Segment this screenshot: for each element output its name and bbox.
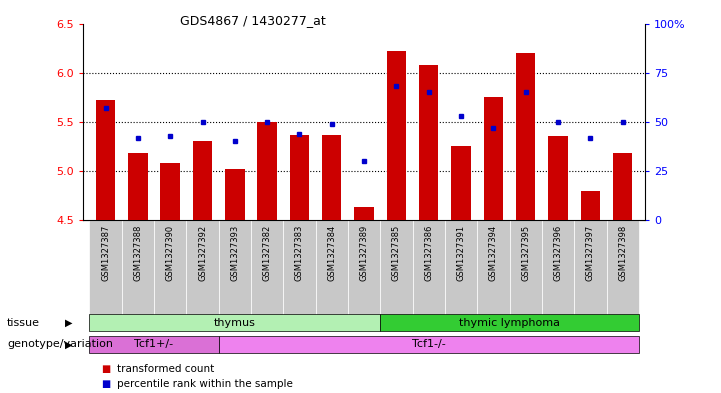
- Text: GSM1327383: GSM1327383: [295, 225, 304, 281]
- Text: Tcf1+/-: Tcf1+/-: [134, 339, 174, 349]
- Text: GSM1327388: GSM1327388: [133, 225, 142, 281]
- Text: GSM1327395: GSM1327395: [521, 225, 530, 281]
- Bar: [542, 220, 574, 316]
- Text: GSM1327386: GSM1327386: [424, 225, 433, 281]
- Text: ■: ■: [101, 364, 110, 374]
- Bar: [451, 146, 471, 220]
- Text: ▶: ▶: [65, 318, 72, 328]
- Bar: [218, 220, 251, 316]
- Text: GSM1327397: GSM1327397: [586, 225, 595, 281]
- Text: GSM1327389: GSM1327389: [360, 225, 368, 281]
- Bar: [193, 141, 212, 220]
- Text: percentile rank within the sample: percentile rank within the sample: [117, 378, 293, 389]
- Text: GSM1327398: GSM1327398: [618, 225, 627, 281]
- Bar: [322, 134, 342, 220]
- Text: GSM1327387: GSM1327387: [101, 225, 110, 281]
- Bar: [290, 134, 309, 220]
- Text: GSM1327391: GSM1327391: [456, 225, 466, 281]
- Bar: [251, 220, 283, 316]
- Text: GSM1327396: GSM1327396: [554, 225, 562, 281]
- Text: GSM1327392: GSM1327392: [198, 225, 207, 281]
- Bar: [89, 220, 122, 316]
- Bar: [218, 336, 639, 353]
- Bar: [257, 122, 277, 220]
- Bar: [613, 153, 632, 220]
- Bar: [283, 220, 316, 316]
- Bar: [128, 153, 148, 220]
- Bar: [419, 65, 438, 220]
- Bar: [477, 220, 510, 316]
- Text: thymus: thymus: [214, 318, 256, 328]
- Bar: [606, 220, 639, 316]
- Text: GSM1327382: GSM1327382: [262, 225, 272, 281]
- Bar: [574, 220, 606, 316]
- Text: genotype/variation: genotype/variation: [7, 339, 113, 349]
- Text: GSM1327385: GSM1327385: [392, 225, 401, 281]
- Text: GDS4867 / 1430277_at: GDS4867 / 1430277_at: [180, 14, 326, 27]
- Bar: [380, 314, 639, 331]
- Bar: [510, 220, 542, 316]
- Bar: [96, 100, 115, 220]
- Text: GSM1327384: GSM1327384: [327, 225, 336, 281]
- Text: GSM1327393: GSM1327393: [230, 225, 239, 281]
- Bar: [380, 220, 412, 316]
- Text: ■: ■: [101, 378, 110, 389]
- Text: Tcf1-/-: Tcf1-/-: [412, 339, 446, 349]
- Bar: [348, 220, 380, 316]
- Text: thymic lymphoma: thymic lymphoma: [459, 318, 560, 328]
- Bar: [186, 220, 218, 316]
- Bar: [386, 51, 406, 220]
- Bar: [355, 208, 373, 220]
- Text: transformed count: transformed count: [117, 364, 214, 374]
- Bar: [89, 314, 380, 331]
- Text: tissue: tissue: [7, 318, 40, 328]
- Bar: [549, 136, 567, 220]
- Bar: [225, 169, 244, 220]
- Bar: [161, 163, 180, 220]
- Bar: [316, 220, 348, 316]
- Bar: [412, 220, 445, 316]
- Bar: [89, 336, 218, 353]
- Bar: [516, 53, 536, 220]
- Bar: [154, 220, 186, 316]
- Bar: [445, 220, 477, 316]
- Bar: [122, 220, 154, 316]
- Text: ▶: ▶: [65, 339, 72, 349]
- Bar: [484, 97, 503, 220]
- Bar: [580, 191, 600, 220]
- Text: GSM1327394: GSM1327394: [489, 225, 498, 281]
- Text: GSM1327390: GSM1327390: [166, 225, 174, 281]
